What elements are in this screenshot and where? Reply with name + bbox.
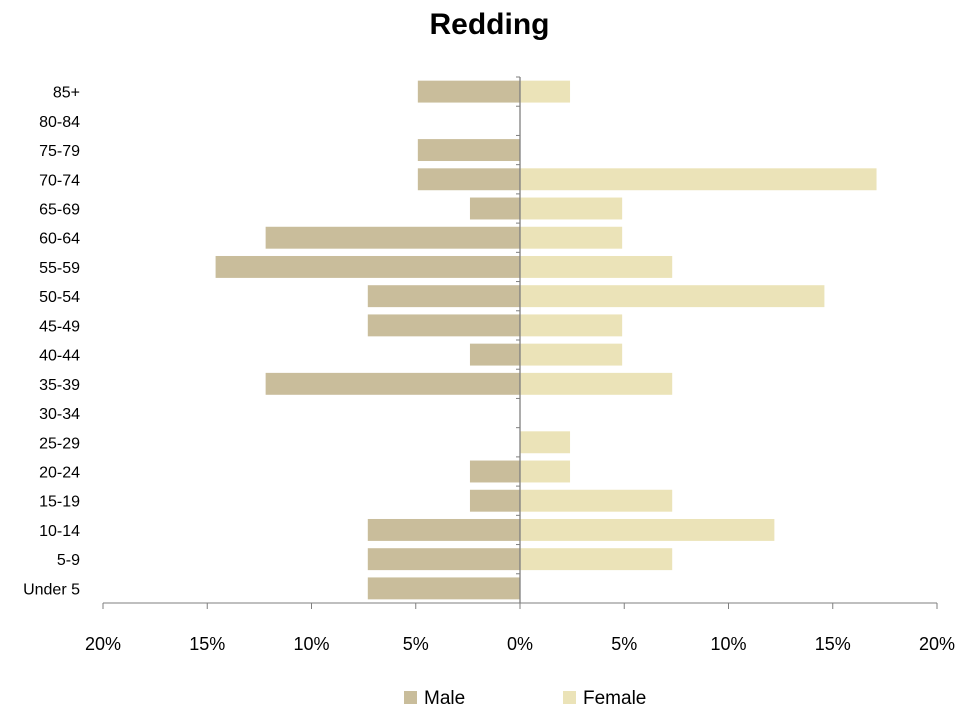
legend-label-female: Female — [583, 688, 646, 709]
y-tick-label: 35-39 — [39, 377, 80, 394]
bar-male-40-44 — [469, 343, 520, 366]
y-tick-label: Under 5 — [23, 581, 80, 598]
bar-female-25-29 — [520, 431, 571, 454]
bar-female-50-54 — [520, 285, 825, 308]
y-tick-label: 10-14 — [39, 523, 80, 540]
bar-male-50-54 — [367, 285, 520, 308]
y-tick-label: 85+ — [53, 85, 80, 102]
y-tick-label: 60-64 — [39, 231, 80, 248]
bar-female-5-9 — [520, 548, 673, 571]
bar-female-20-24 — [520, 460, 571, 483]
bars-group — [215, 80, 877, 600]
bar-male-65-69 — [469, 197, 520, 220]
bar-female-40-44 — [520, 343, 623, 366]
bar-male-85+ — [417, 80, 520, 103]
bar-male-55-59 — [215, 255, 520, 278]
x-tick-label: 15% — [189, 634, 225, 654]
y-tick-label: 55-59 — [39, 260, 80, 277]
y-tick-label: 5-9 — [57, 552, 80, 569]
bar-female-60-64 — [520, 226, 623, 249]
bar-male-20-24 — [469, 460, 520, 483]
bar-female-10-14 — [520, 518, 775, 541]
y-tick-labels: 85+ 80-84 75-79 70-74 65-69 60-64 55-59 50-54 45… — [23, 85, 80, 599]
bar-female-15-19 — [520, 489, 673, 512]
axes-group — [102, 76, 938, 609]
bar-female-35-39 — [520, 372, 673, 395]
x-tick-label: 0% — [507, 634, 533, 654]
x-tick-labels: 20% 15% 10% 5% 0% 5% 10% 15% 20% — [85, 634, 955, 654]
bar-female-85+ — [520, 80, 571, 103]
bar-male-70-74 — [417, 168, 520, 191]
bar-male-10-14 — [367, 518, 520, 541]
bar-male-under-5 — [367, 577, 520, 600]
bar-male-5-9 — [367, 548, 520, 571]
x-tick-label: 20% — [85, 634, 121, 654]
y-tick-label: 20-24 — [39, 465, 80, 482]
bar-female-55-59 — [520, 255, 673, 278]
y-tick-label: 40-44 — [39, 348, 80, 365]
x-tick-label: 20% — [919, 634, 955, 654]
bar-male-60-64 — [265, 226, 520, 249]
bar-female-45-49 — [520, 314, 623, 337]
y-tick-label: 65-69 — [39, 202, 80, 219]
bar-male-35-39 — [265, 372, 520, 395]
bar-male-15-19 — [469, 489, 520, 512]
legend-swatch-female — [563, 691, 576, 704]
x-tick-label: 10% — [293, 634, 329, 654]
x-tick-label: 5% — [403, 634, 429, 654]
bar-male-45-49 — [367, 314, 520, 337]
y-tick-label: 45-49 — [39, 318, 80, 335]
y-tick-label: 30-34 — [39, 406, 80, 423]
x-tick-label: 10% — [710, 634, 746, 654]
legend-swatch-male — [404, 691, 417, 704]
legend: Male Female — [404, 688, 646, 709]
legend-label-male: Male — [424, 688, 465, 709]
y-tick-label: 80-84 — [39, 114, 80, 131]
bar-male-75-79 — [417, 139, 520, 162]
y-tick-label: 15-19 — [39, 494, 80, 511]
y-tick-label: 25-29 — [39, 435, 80, 452]
bar-female-70-74 — [520, 168, 877, 191]
x-tick-label: 15% — [815, 634, 851, 654]
y-tick-label: 75-79 — [39, 143, 80, 160]
bar-female-65-69 — [520, 197, 623, 220]
y-tick-label: 70-74 — [39, 172, 80, 189]
chart-title: Redding — [429, 8, 550, 41]
y-tick-label: 50-54 — [39, 289, 80, 306]
x-tick-label: 5% — [611, 634, 637, 654]
